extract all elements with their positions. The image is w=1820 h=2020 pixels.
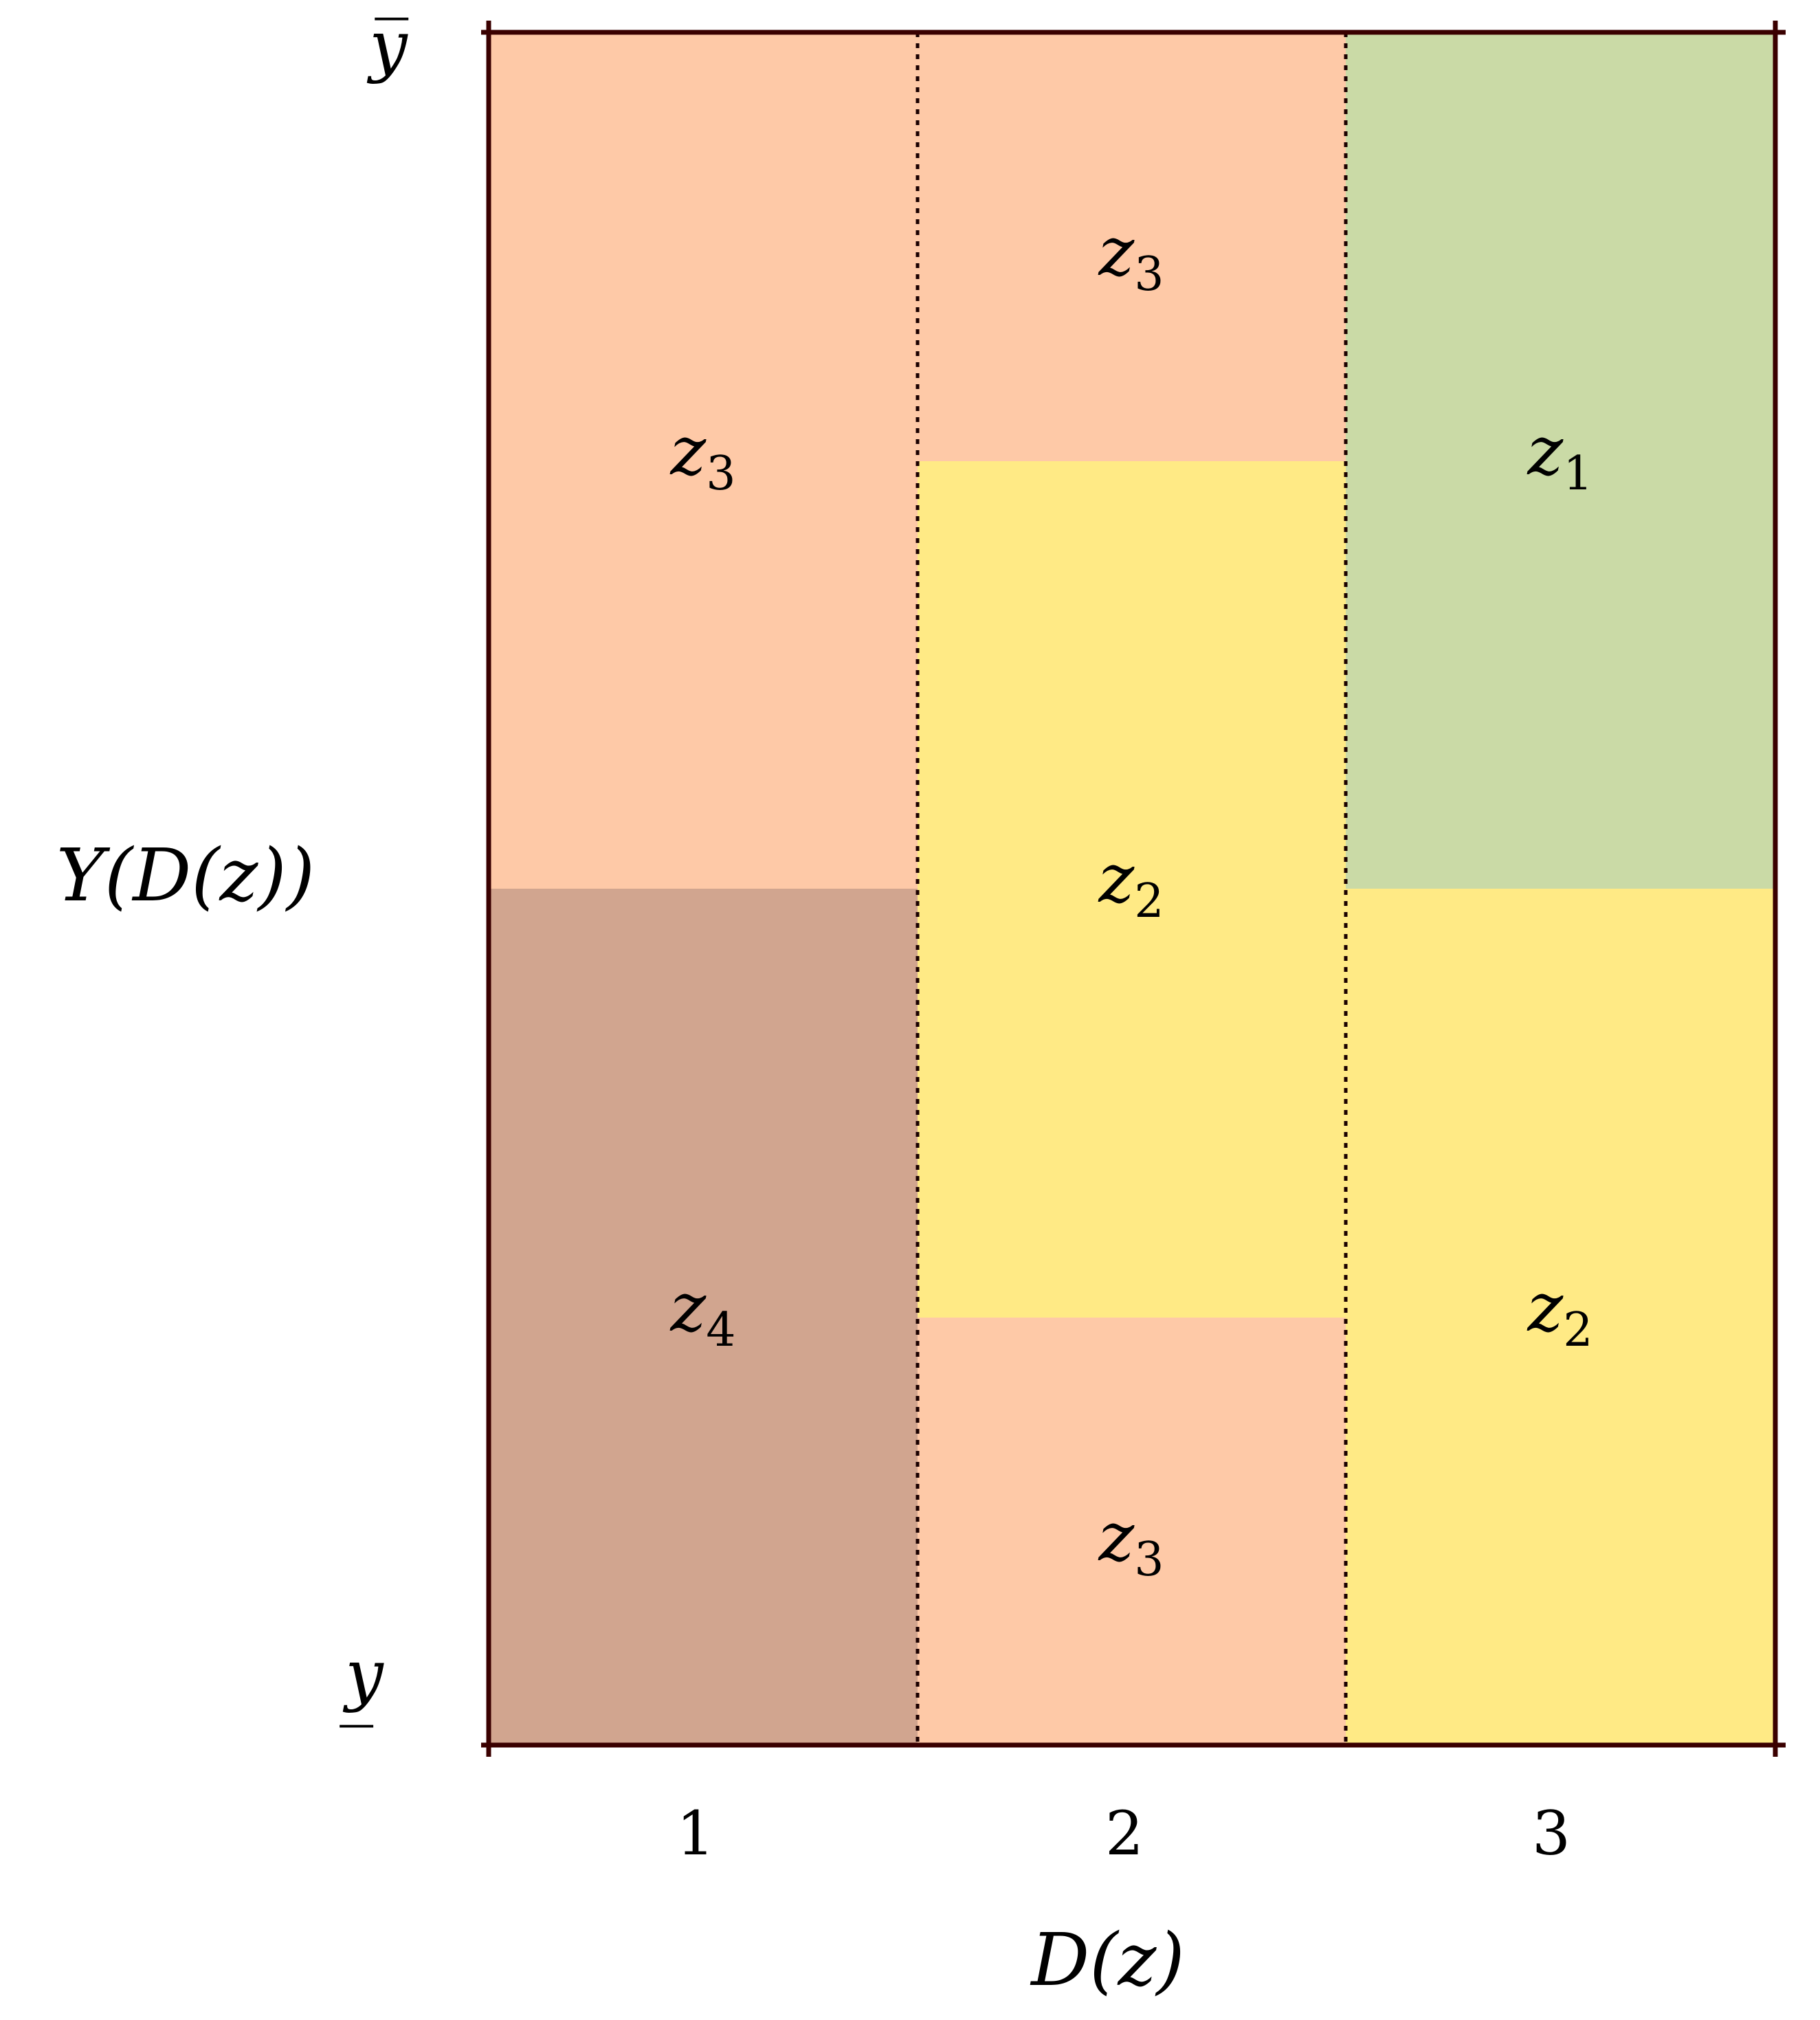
y-axis-top-label: y̅ xyxy=(366,7,408,85)
x-tick-2: 2 xyxy=(1105,1798,1144,1869)
cell-col3-z1 xyxy=(1346,32,1775,889)
cell-col2-z3-bottom xyxy=(918,1318,1346,1745)
cell-col1-z3 xyxy=(489,32,918,889)
x-axis-title: D(z) xyxy=(1030,1918,1185,2002)
label-col3-z1: z1 xyxy=(1527,412,1593,501)
label-col3-z2: z2 xyxy=(1527,1269,1593,1357)
y-axis-title: Y(D(z)) xyxy=(56,833,315,918)
label-col2-z3-top: z3 xyxy=(1098,213,1164,302)
y-axis-bottom-label: y̲ xyxy=(340,1636,384,1728)
label-col2-z3-bottom: z3 xyxy=(1098,1498,1164,1587)
cell-col2-z3-top xyxy=(918,32,1346,461)
cell-col1-z4 xyxy=(489,889,918,1745)
label-col2-z2: z2 xyxy=(1098,840,1164,929)
cell-grid xyxy=(489,32,1775,1745)
cell-col3-z2 xyxy=(1346,889,1775,1745)
label-col1-z3: z3 xyxy=(670,412,736,501)
plot-frame xyxy=(481,21,1786,1757)
label-col1-z4: z4 xyxy=(670,1269,736,1357)
x-tick-3: 3 xyxy=(1532,1798,1571,1869)
cell-labels: z3 z4 z3 z2 z3 z1 z2 xyxy=(670,213,1593,1587)
x-tick-1: 1 xyxy=(676,1798,715,1869)
cell-col2-z2 xyxy=(918,461,1346,1318)
